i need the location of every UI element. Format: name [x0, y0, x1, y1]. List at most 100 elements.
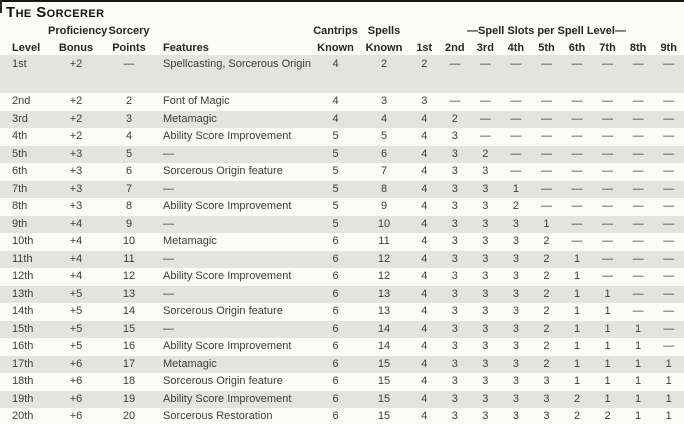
spell-slot-cell-3: 3 [482, 287, 489, 300]
spell-slot-cell-8: 1 [635, 322, 642, 335]
level-cell: 2nd [12, 95, 31, 108]
spell-slot-cell-6: 1 [573, 270, 581, 283]
proficiency-bonus-cell: +6 [69, 410, 83, 423]
spell-slot-cell-3: 3 [482, 252, 489, 265]
spell-slot-cell-8: 1 [635, 340, 642, 353]
spell-slot-cell-3: 3 [482, 235, 489, 248]
proficiency-bonus-cell: +2 [69, 58, 83, 70]
spell-slot-cell-7: 1 [604, 392, 611, 405]
spell-slot-cell-6: — [571, 235, 583, 248]
spells-known-cell: 2 [380, 58, 388, 70]
spell-slot-cell-3: 3 [482, 165, 489, 178]
spell-slot-cell-5: — [540, 182, 552, 195]
level-cell: 14th [12, 305, 34, 318]
spell-slot-cell-7: — [602, 200, 614, 213]
spell-slot-cell-8: — [632, 147, 644, 160]
spells-known-cell: 6 [380, 147, 388, 160]
cantrips-known-cell: 4 [332, 112, 339, 125]
proficiency-bonus-cell: +6 [69, 375, 83, 388]
features-cell: — [163, 252, 174, 265]
spells-known-cell: 14 [377, 340, 391, 353]
spell-slot-cell-4: 3 [512, 287, 519, 300]
spell-slot-cell-2: — [449, 95, 461, 108]
spell-slot-cell-1: 4 [421, 287, 428, 300]
spell-slot-cell-3: — [479, 95, 491, 108]
header-cantrips-line1: Cantrips [313, 25, 358, 37]
table-row: 5th +3 5 — 5 6 4 3 2 — — — — — — [0, 145, 684, 163]
spell-slot-cell-1: 4 [421, 340, 428, 353]
spell-slot-cell-7: 1 [604, 305, 611, 318]
spell-slot-cell-4: 3 [512, 340, 519, 353]
header-features-spacer [154, 23, 312, 38]
features-cell: Sorcerous Restoration [163, 410, 273, 423]
spell-slot-cell-3: 3 [482, 392, 489, 405]
spell-slot-cell-8: 1 [635, 375, 642, 388]
features-cell: Metamagic [163, 235, 217, 248]
sorcery-points-cell: 3 [125, 112, 133, 125]
spell-slot-cell-3: 3 [482, 200, 489, 213]
sorcery-points-cell: 20 [122, 410, 136, 423]
proficiency-bonus-cell: +5 [69, 322, 83, 335]
spell-slot-cell-8: — [632, 235, 644, 248]
spell-slot-cell-3: — [479, 112, 491, 125]
proficiency-bonus-cell: +2 [69, 95, 83, 108]
spell-slot-cell-9: 1 [665, 357, 672, 370]
features-cell: Metamagic [163, 357, 217, 370]
table-row: 6th +3 6 Sorcerous Origin feature 5 7 4 3 3 — — — — —… [0, 163, 684, 181]
table-row: 9th +4 9 — 5 10 4 3 3 3 1 — — — — [0, 215, 684, 233]
spells-known-cell: 12 [377, 270, 391, 283]
spell-slot-cell-9: — [663, 305, 675, 318]
spell-slot-cell-4: — [510, 130, 522, 143]
spell-slot-cell-2: 3 [451, 375, 458, 388]
level-cell: 10th [12, 235, 34, 248]
spells-known-cell: 15 [377, 410, 391, 423]
spell-slot-cell-1: 4 [421, 375, 428, 388]
level-cell: 16th [12, 340, 34, 353]
header-spell-slots-group: —Spell Slots per Spell Level— [467, 25, 626, 37]
spell-slot-cell-7: — [602, 112, 614, 125]
spell-slot-cell-7: 2 [604, 410, 611, 423]
spell-slot-cell-6: 2 [573, 410, 581, 423]
spell-slot-cell-8: — [632, 270, 644, 283]
spell-slot-cell-1: 4 [421, 322, 428, 335]
spell-slot-cell-6: — [571, 130, 583, 143]
cantrips-known-cell: 6 [332, 357, 339, 370]
spell-slot-cell-1: 4 [421, 410, 428, 423]
level-cell: 12th [12, 270, 34, 283]
spell-slot-cell-5: — [540, 200, 552, 213]
spell-slot-cell-9: — [663, 147, 675, 160]
spell-slot-cell-2: 3 [451, 200, 458, 213]
cantrips-known-cell: 4 [332, 95, 339, 108]
spell-slot-cell-5: 2 [543, 357, 550, 370]
table-row: 10th +4 10 Metamagic 6 11 4 3 3 3 2 — — — — [0, 233, 684, 251]
features-cell: Spellcasting, Sorcerous Origin [163, 58, 311, 70]
spell-slot-cell-4: 3 [512, 217, 519, 230]
spells-known-cell: 14 [377, 322, 391, 335]
sorcery-points-cell: 7 [125, 182, 133, 195]
spell-slot-cell-1: 4 [421, 147, 428, 160]
spell-slot-cell-1: 4 [421, 112, 428, 125]
table-row: 20th +6 20 Sorcerous Restoration 6 15 4 3 3 3 3 2 2 1… [0, 408, 684, 424]
spell-slot-cell-9: — [663, 270, 675, 283]
sorcery-points-cell: 5 [125, 147, 133, 160]
table-row: 3rd +2 3 Metamagic 4 4 4 2 — — — — — — — [0, 110, 684, 128]
spell-slot-cell-5: 2 [543, 305, 550, 318]
spell-slot-cell-3: 2 [482, 147, 489, 160]
spell-slot-cell-9: — [663, 235, 675, 248]
spell-slot-cell-8: — [632, 112, 644, 125]
cantrips-known-cell: 5 [332, 130, 339, 143]
cantrips-known-cell: 6 [332, 392, 339, 405]
spell-slot-cell-5: 3 [543, 375, 550, 388]
spell-slot-cell-2: 3 [451, 287, 458, 300]
table-row: 12th +4 12 Ability Score Improvement 6 12 4 3 3 3… [0, 268, 684, 286]
proficiency-bonus-cell: +4 [69, 270, 83, 283]
spell-slot-cell-8: 1 [635, 392, 642, 405]
spell-slot-cell-9: — [663, 200, 675, 213]
header-slot-4th: 4th [507, 42, 525, 54]
spell-slot-cell-6: 1 [573, 322, 581, 335]
spell-slot-cell-6: 1 [573, 375, 581, 388]
table-row: 14th +5 14 Sorcerous Origin feature 6 13 4 3 3 3 2… [0, 303, 684, 321]
spell-slot-cell-6: — [571, 200, 583, 213]
proficiency-bonus-cell: +2 [69, 112, 83, 125]
spell-slot-cell-1: 4 [421, 165, 428, 178]
